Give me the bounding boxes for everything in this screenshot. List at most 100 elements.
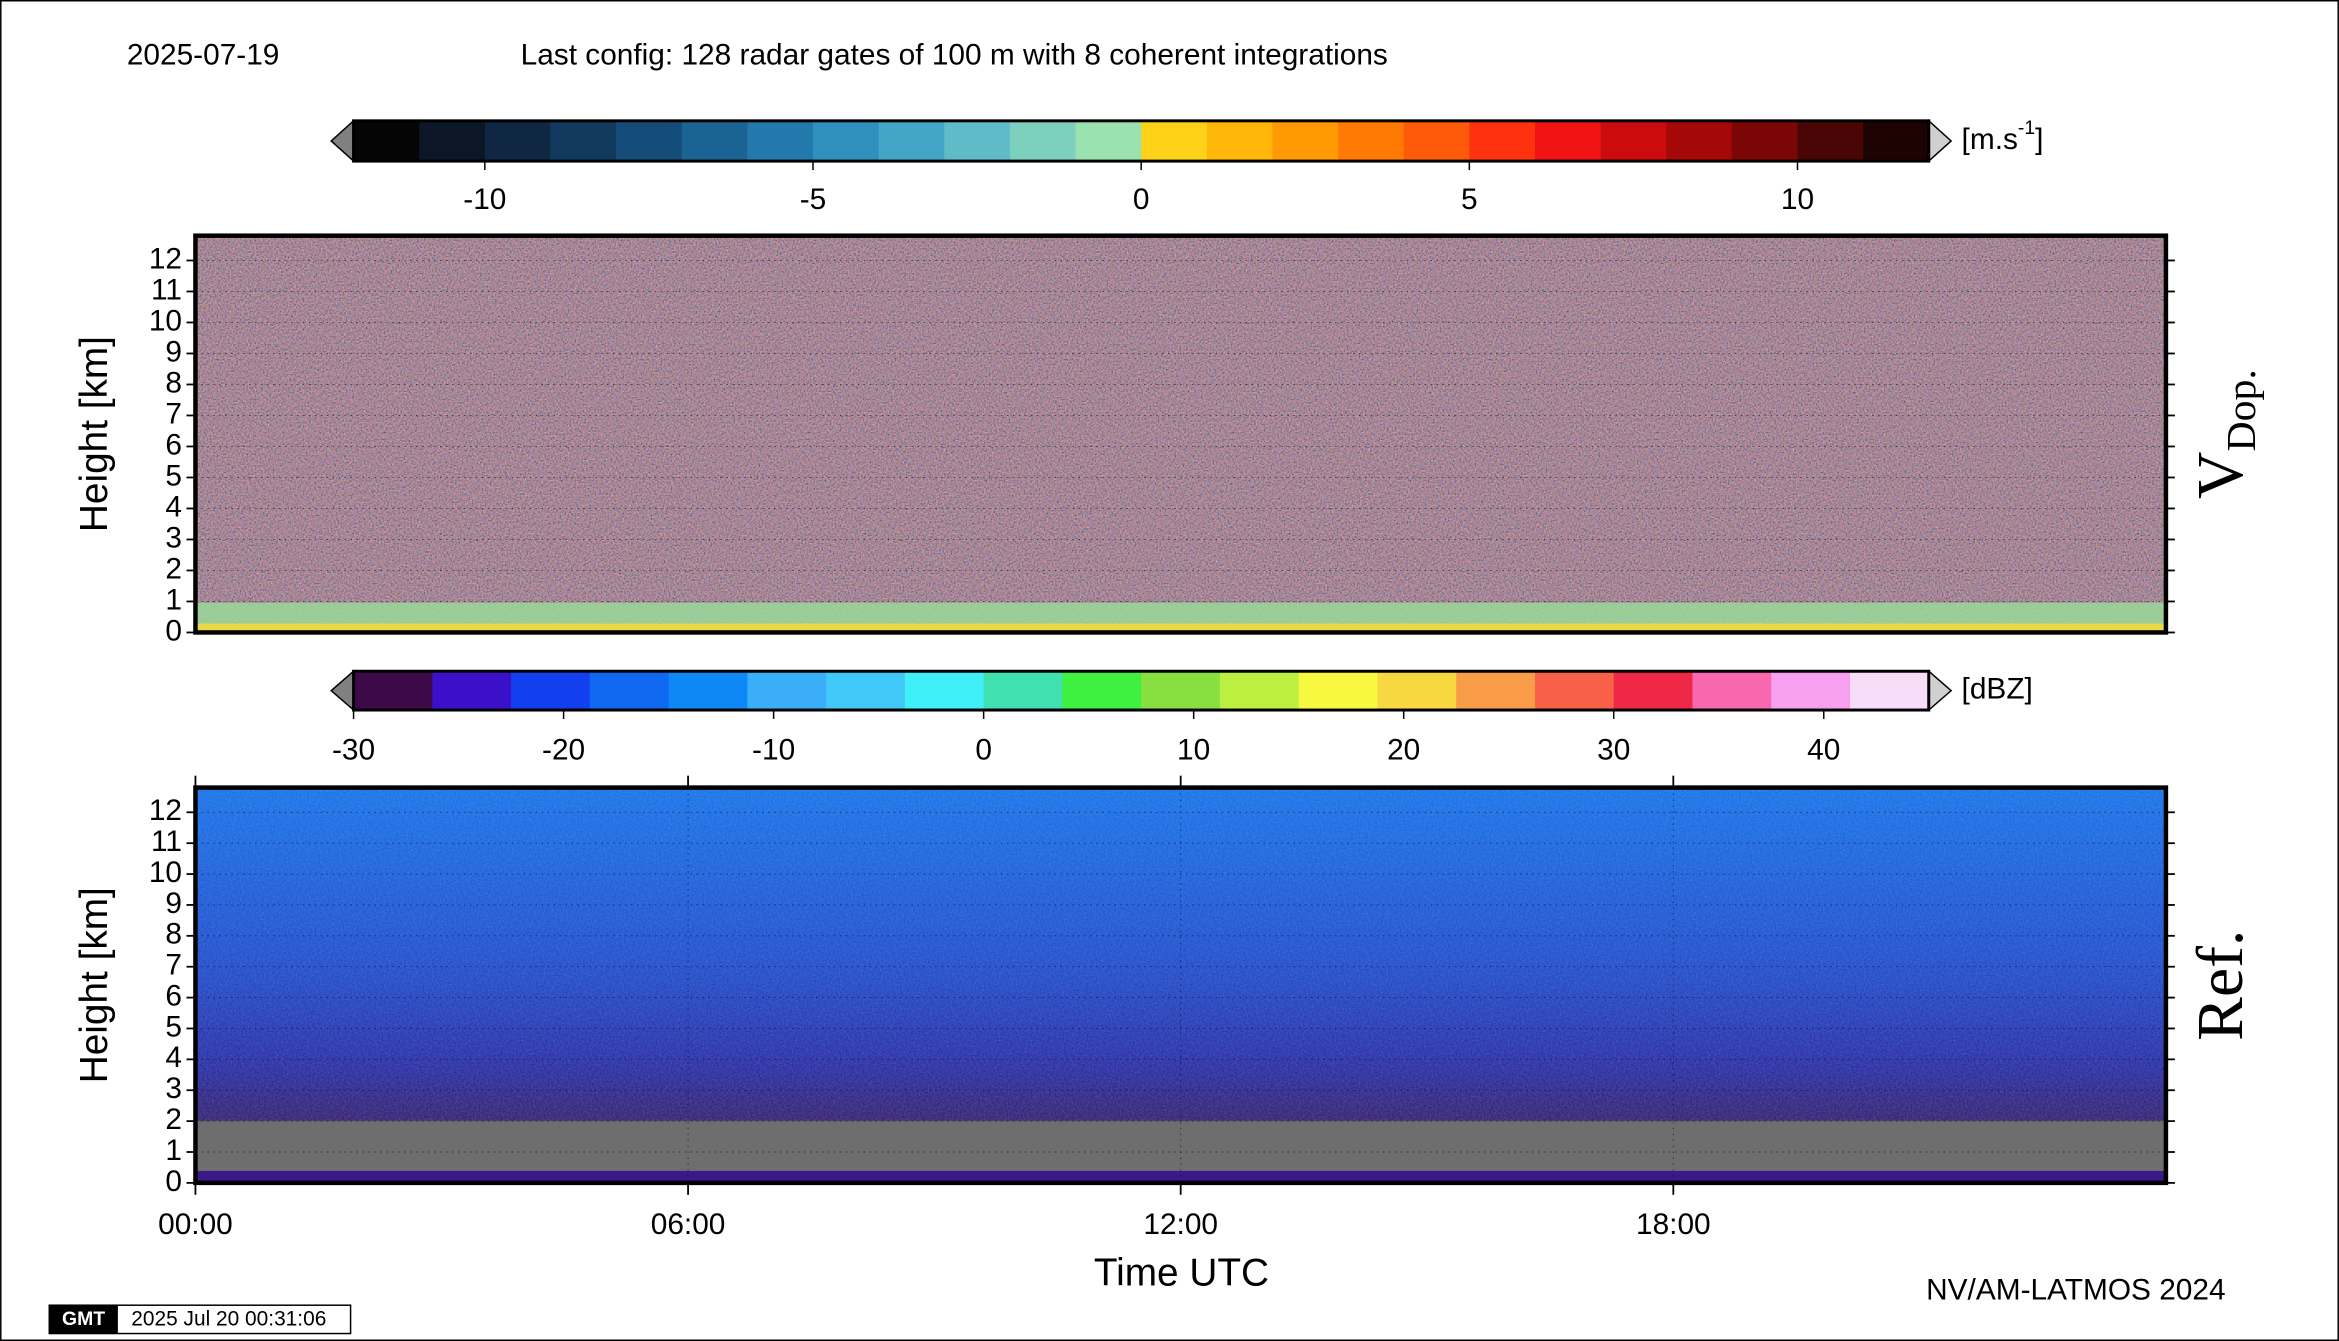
colorbar-segment bbox=[878, 120, 946, 162]
y-tick-label: 9 bbox=[165, 887, 182, 920]
colorbar-unit-sup: -1 bbox=[2018, 117, 2035, 139]
y-tick-label: 4 bbox=[165, 490, 182, 523]
y-tick-label: 4 bbox=[165, 1041, 182, 1074]
colorbar-segment bbox=[1849, 671, 1930, 711]
y-tick-label: 8 bbox=[165, 366, 182, 399]
colorbar-arrow bbox=[330, 669, 355, 712]
colorbar-segment bbox=[353, 120, 420, 162]
colorbar-segment bbox=[1692, 671, 1772, 711]
panel-label: VDop. bbox=[2185, 369, 2264, 499]
colorbar-segment bbox=[747, 671, 827, 711]
colorbar-segment bbox=[812, 120, 880, 162]
colorbar-segment bbox=[904, 671, 985, 711]
colorbar-segment bbox=[1298, 671, 1379, 711]
colorbar-segment bbox=[1272, 120, 1339, 162]
colorbar-tick-label: 5 bbox=[1461, 183, 1478, 216]
timestamp: 2025 Jul 20 00:31:06 bbox=[131, 1308, 326, 1331]
colorbar-segment bbox=[1403, 120, 1471, 162]
colorbar-segment bbox=[668, 671, 749, 711]
colorbar-segment bbox=[1206, 120, 1274, 162]
colorbar-tick-label: 0 bbox=[1133, 183, 1150, 216]
logo: GMT bbox=[62, 1308, 105, 1330]
colorbar-segment bbox=[1141, 120, 1208, 162]
colorbar-segment bbox=[1666, 120, 1733, 162]
heatmap-surface-band bbox=[195, 623, 2166, 633]
x-tick-label: 12:00 bbox=[1143, 1208, 1218, 1241]
colorbar-segment bbox=[747, 120, 814, 162]
y-tick-label: 1 bbox=[165, 1134, 182, 1167]
date: 2025-07-19 bbox=[127, 39, 280, 72]
colorbar-arrow bbox=[1928, 669, 1953, 712]
y-tick-label: 11 bbox=[151, 825, 182, 858]
colorbar-segment bbox=[944, 120, 1011, 162]
colorbar-unit-text: [m.s bbox=[1962, 123, 2018, 156]
y-tick-label: 8 bbox=[165, 918, 182, 951]
x-tick-label: 00:00 bbox=[158, 1208, 233, 1241]
colorbar-tick-label: -30 bbox=[332, 734, 375, 767]
heatmap-noise bbox=[195, 235, 2166, 633]
colorbar-segment bbox=[1731, 120, 1799, 162]
config: Last config: 128 radar gates of 100 m wi… bbox=[521, 39, 1388, 72]
y-tick-label: 9 bbox=[165, 335, 182, 368]
heatmap-noise bbox=[195, 787, 2166, 1120]
colorbar-segment bbox=[983, 671, 1064, 711]
panel-label-sub: Dop. bbox=[2219, 369, 2265, 451]
y-tick-label: 0 bbox=[165, 614, 182, 647]
y-tick-label: 11 bbox=[151, 273, 182, 306]
colorbar-segment bbox=[1062, 671, 1142, 711]
colorbar-segment bbox=[681, 120, 749, 162]
colorbar-segment bbox=[1600, 120, 1667, 162]
colorbar-unit: [dBZ] bbox=[1962, 673, 2033, 706]
colorbar-segment bbox=[1469, 120, 1536, 162]
colorbar-segment bbox=[616, 120, 683, 162]
logo-box bbox=[49, 1305, 118, 1334]
colorbar-segment bbox=[1141, 671, 1221, 711]
credit: NV/AM-LATMOS 2024 bbox=[1926, 1274, 2225, 1307]
colorbar-tick-label: -20 bbox=[542, 734, 585, 767]
colorbar-unit: [m.s-1] bbox=[1962, 117, 2044, 156]
panel-frame bbox=[193, 785, 2169, 1186]
y-tick-label: 3 bbox=[165, 521, 182, 554]
colorbar-segment bbox=[1456, 671, 1536, 711]
colorbar-tick-label: 40 bbox=[1807, 734, 1840, 767]
y-tick-label: 12 bbox=[149, 242, 182, 275]
colorbar-segment bbox=[484, 120, 552, 162]
colorbar-segment bbox=[1613, 671, 1694, 711]
colorbar-segment bbox=[1219, 671, 1300, 711]
colorbar-segment bbox=[353, 671, 434, 711]
colorbar-segment bbox=[1075, 120, 1142, 162]
y-tick-label: 0 bbox=[165, 1165, 182, 1198]
colorbar-segment bbox=[511, 671, 591, 711]
y-axis-label: Height [km] bbox=[73, 887, 116, 1083]
y-tick-label: 5 bbox=[165, 459, 182, 492]
colorbar-arrow bbox=[330, 119, 355, 163]
panel-label-main: V bbox=[2185, 452, 2257, 499]
y-tick-label: 6 bbox=[165, 428, 182, 461]
y-tick-label: 2 bbox=[165, 1103, 182, 1136]
colorbar-segment bbox=[550, 120, 617, 162]
x-tick-label: 06:00 bbox=[651, 1208, 726, 1241]
colorbar-segment bbox=[1771, 671, 1851, 711]
colorbar-segment bbox=[419, 120, 486, 162]
colorbar-tick-label: -10 bbox=[752, 734, 795, 767]
y-tick-label: 12 bbox=[149, 794, 182, 827]
colorbar-frame bbox=[352, 669, 1931, 712]
y-tick-label: 2 bbox=[165, 552, 182, 585]
y-tick-label: 7 bbox=[165, 397, 182, 430]
colorbar-unit-text: [dBZ] bbox=[1962, 673, 2033, 706]
colorbar-tick-label: -5 bbox=[800, 183, 827, 216]
colorbar-tick-label: 0 bbox=[975, 734, 992, 767]
colorbar-segment bbox=[1377, 671, 1457, 711]
colorbar-segment bbox=[1797, 120, 1864, 162]
colorbar-unit-end: ] bbox=[2035, 123, 2043, 156]
colorbar-segment bbox=[432, 671, 512, 711]
y-tick-label: 1 bbox=[165, 583, 182, 616]
colorbar-segment bbox=[826, 671, 906, 711]
y-tick-label: 10 bbox=[149, 856, 182, 889]
colorbar-segment bbox=[1863, 120, 1930, 162]
panel-label-main: Ref. bbox=[2185, 930, 2257, 1041]
colorbar-segment bbox=[1534, 120, 1602, 162]
colorbar-tick-label: 10 bbox=[1177, 734, 1210, 767]
